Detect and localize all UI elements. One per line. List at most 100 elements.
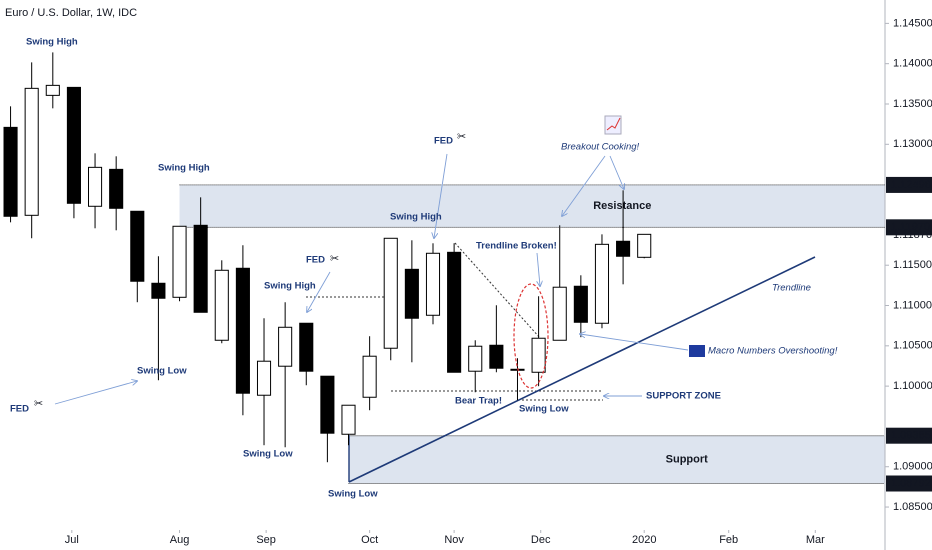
price-label: 1.12496 xyxy=(891,179,931,191)
trendline xyxy=(348,256,816,483)
zone-label: Resistance xyxy=(593,200,651,212)
candle-body xyxy=(24,87,39,216)
annotation: Swing Low xyxy=(137,366,187,377)
candle-body xyxy=(193,224,208,313)
candle-body xyxy=(235,267,250,394)
candle-body xyxy=(531,337,546,373)
chart-title: Euro / U.S. Dollar, 1W, IDC xyxy=(5,7,137,19)
x-tick-label: Jul xyxy=(65,534,79,546)
candle-body xyxy=(320,375,335,434)
candle-body xyxy=(637,233,652,258)
y-tick-label: 1.11000 xyxy=(893,299,932,311)
y-tick-label: 1.14500 xyxy=(893,17,932,29)
highlight-ellipse xyxy=(513,283,549,389)
y-tick-label: 1.13000 xyxy=(893,138,932,150)
axes: 1.12496 1.11970 1.09385 1.08792 1.14500 1.140… xyxy=(65,17,932,546)
candle-body xyxy=(278,326,293,367)
candle-body xyxy=(66,86,81,204)
candle-body xyxy=(594,243,610,324)
candle-body xyxy=(214,269,229,341)
zone xyxy=(348,435,885,484)
x-tick-label: Oct xyxy=(361,534,378,546)
arrow xyxy=(562,155,606,216)
candle-body xyxy=(362,355,377,398)
annotation: Swing High xyxy=(26,37,78,48)
annotation: FED xyxy=(434,136,453,147)
candle-body xyxy=(552,286,567,341)
annotation: Swing High xyxy=(390,212,442,223)
price-label: 1.09385 xyxy=(891,430,931,442)
scissors-icon: ✂ xyxy=(457,131,466,143)
price-label: 1.08792 xyxy=(891,477,931,489)
candle-body xyxy=(447,251,462,373)
price-label-box xyxy=(886,219,932,236)
x-tick-label: Dec xyxy=(531,534,551,546)
candle-body xyxy=(573,285,588,323)
price-label-box xyxy=(886,427,932,444)
candle-body xyxy=(468,345,483,372)
candle-body xyxy=(341,404,356,435)
candles xyxy=(3,52,652,463)
candle-body xyxy=(3,126,18,217)
annotation: Breakout Cooking! xyxy=(561,142,640,153)
arrow xyxy=(434,153,448,238)
candle-body xyxy=(404,268,419,319)
price-label-box xyxy=(886,176,932,193)
eu-flag xyxy=(689,345,705,357)
scissors-icon: ✂ xyxy=(330,253,339,265)
annotation: SUPPORT ZONE xyxy=(646,391,721,402)
x-tick-label: 2020 xyxy=(632,534,656,546)
annotation: Swing Low xyxy=(243,449,293,460)
arrow xyxy=(307,271,331,312)
candle-body xyxy=(45,84,60,96)
annotation: Trendline xyxy=(772,283,811,294)
arrow xyxy=(54,381,137,405)
chart-icon xyxy=(604,115,622,135)
last-price-label: 1.11876 xyxy=(893,229,932,241)
arrow xyxy=(580,334,689,351)
annotation: Trendline Broken! xyxy=(476,241,557,252)
candle-body xyxy=(130,210,145,282)
x-tick-label: Mar xyxy=(806,534,825,546)
y-tick-label: 1.10500 xyxy=(893,340,932,352)
scissors-icon: ✂ xyxy=(34,398,43,410)
y-tick-label: 1.09000 xyxy=(893,461,932,473)
y-tick-label: 1.08500 xyxy=(893,501,932,513)
candle-body xyxy=(151,282,166,299)
candle-body xyxy=(256,360,272,396)
annotation: Swing High xyxy=(158,163,210,174)
arrow xyxy=(609,155,624,189)
price-label: 1.11970 xyxy=(891,221,930,233)
price-label-box xyxy=(886,475,932,492)
y-tick-label: 1.10000 xyxy=(893,380,932,392)
zone-label: Support xyxy=(666,454,708,466)
annotation: FED xyxy=(306,255,325,266)
candle-body xyxy=(172,225,187,298)
y-tick-label: 1.14000 xyxy=(893,58,932,70)
candle-body xyxy=(109,168,124,209)
annotation: Swing Low xyxy=(328,489,378,500)
candle-body xyxy=(425,252,441,316)
y-tick-label: 1.13500 xyxy=(893,98,932,110)
zone xyxy=(179,184,885,228)
annotation: Macro Numbers Overshooting! xyxy=(708,346,838,357)
candle-body xyxy=(383,237,398,349)
x-tick-label: Sep xyxy=(256,534,276,546)
dotted-trend xyxy=(454,242,541,339)
annotation: FED xyxy=(10,404,29,415)
annotation: Swing High xyxy=(264,281,316,292)
arrow xyxy=(537,252,540,286)
annotation: Swing Low xyxy=(519,404,569,415)
chart-icon-line xyxy=(606,117,621,131)
annotation: Bear Trap! xyxy=(455,396,502,407)
candle-body xyxy=(616,240,631,257)
zones: Resistance Support xyxy=(179,184,885,485)
x-tick-label: Aug xyxy=(170,534,190,546)
x-tick-label: Nov xyxy=(444,534,464,546)
candle-body xyxy=(299,322,314,372)
y-tick-label: 1.11500 xyxy=(893,259,932,271)
candle-body xyxy=(88,166,103,207)
candle-body xyxy=(489,344,504,369)
x-tick-label: Feb xyxy=(719,534,738,546)
